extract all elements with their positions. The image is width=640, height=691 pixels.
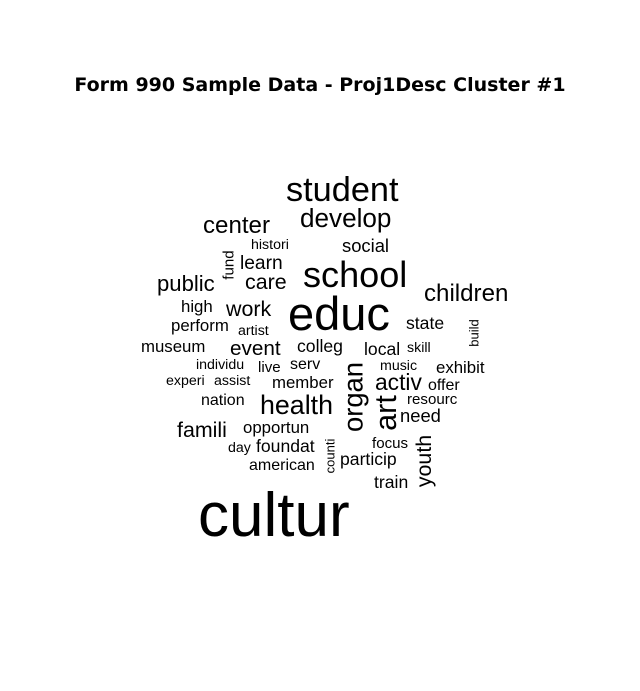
word-serv: serv [290, 356, 320, 373]
word-skill: skill [407, 340, 431, 356]
word-nation: nation [201, 392, 245, 409]
word-public: public [157, 271, 215, 296]
word-art: art [369, 395, 403, 431]
word-counti: counti [323, 439, 338, 474]
word-opportun: opportun [243, 418, 309, 437]
word-museum: museum [141, 337, 205, 356]
word-develop: develop [300, 203, 391, 233]
word-music: music [380, 358, 417, 374]
word-individu: individu [196, 357, 244, 373]
word-organ: organ [338, 362, 369, 432]
word-american: american [249, 457, 315, 474]
word-fund: fund [221, 250, 238, 279]
word-build: build [467, 319, 482, 346]
word-histori: histori [251, 237, 289, 253]
word-offer: offer [428, 377, 460, 394]
word-center: center [203, 212, 270, 239]
word-artist: artist [238, 323, 269, 339]
word-perform: perform [171, 316, 229, 335]
word-high: high [181, 297, 213, 316]
word-student: student [286, 171, 399, 209]
word-educ: educ [288, 287, 390, 340]
word-social: social [342, 235, 389, 256]
word-resourc: resourc [407, 391, 458, 408]
word-foundat: foundat [256, 436, 315, 456]
word-state: state [406, 313, 444, 333]
word-learn: learn [240, 253, 283, 274]
word-activ: activ [375, 369, 422, 395]
word-youth: youth [412, 435, 436, 487]
word-need: need [400, 405, 441, 426]
word-experi: experi [166, 373, 205, 389]
word-event: event [230, 337, 281, 360]
word-particip: particip [340, 449, 397, 469]
word-cultur: cultur [198, 481, 350, 550]
word-local: local [364, 339, 400, 359]
word-day: day [228, 440, 252, 456]
word-work: work [225, 297, 271, 321]
word-member: member [272, 373, 334, 392]
word-children: children [424, 280, 508, 307]
word-focus: focus [372, 435, 408, 452]
word-health: health [260, 390, 333, 420]
word-live: live [258, 359, 281, 376]
word-train: train [374, 472, 408, 492]
word-school: school [303, 254, 407, 295]
chart-title: Form 990 Sample Data - Proj1Desc Cluster… [74, 74, 566, 96]
word-famili: famili [177, 418, 227, 442]
word-care: care [245, 270, 287, 294]
word-colleg: colleg [297, 336, 343, 356]
word-exhibit: exhibit [436, 358, 485, 377]
word-assist: assist [214, 373, 250, 389]
